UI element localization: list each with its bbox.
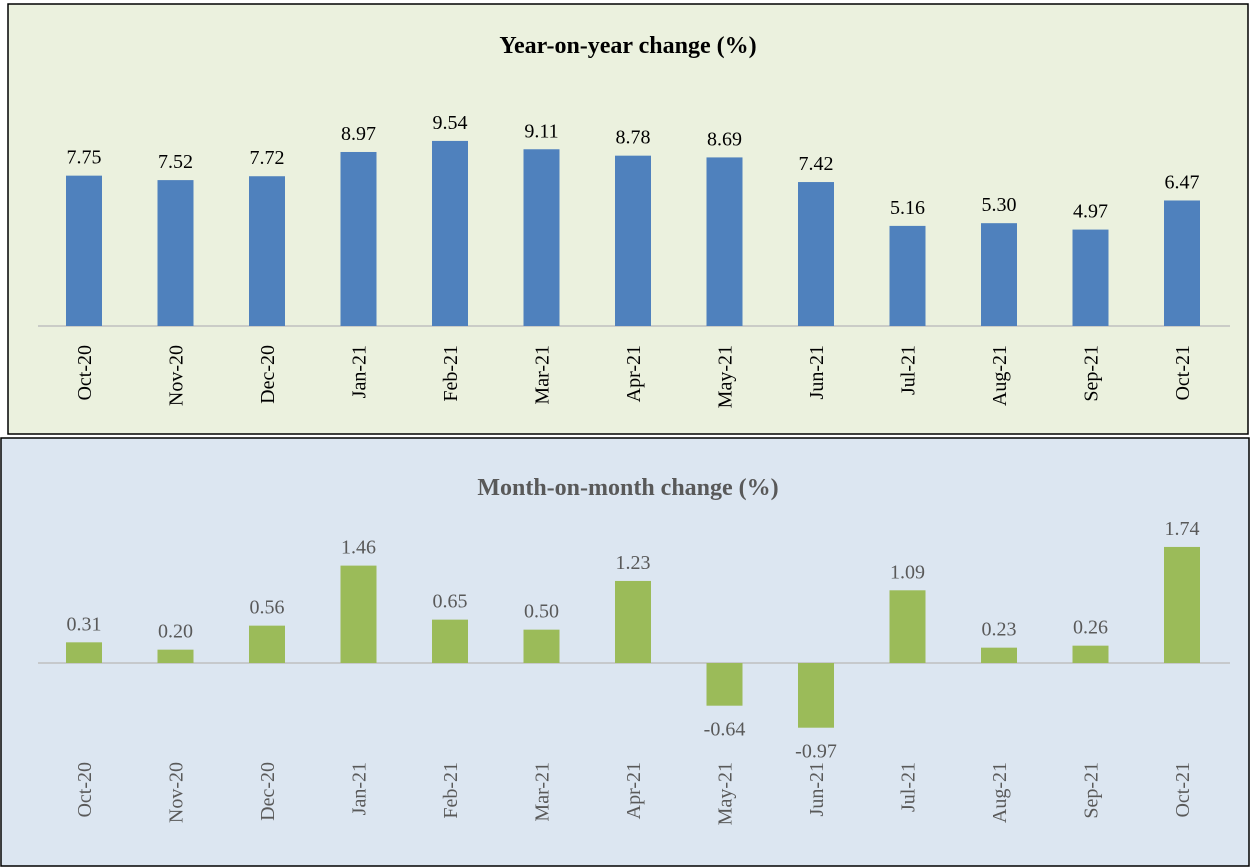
bar	[706, 663, 743, 706]
bar	[432, 619, 468, 663]
value-label: 0.20	[158, 621, 193, 643]
x-tick-label: Jul-21	[898, 762, 920, 812]
bar	[1072, 229, 1109, 326]
x-tick-label: Mar-21	[532, 345, 554, 405]
x-tick-label: May-21	[715, 762, 737, 825]
value-label: 0.26	[1073, 617, 1108, 639]
bar	[1164, 546, 1200, 663]
x-tick-label: Jan-21	[349, 345, 371, 398]
bar	[66, 642, 102, 663]
value-label: 8.78	[616, 127, 651, 149]
bar	[798, 663, 834, 728]
bar	[432, 140, 468, 326]
value-label: -0.64	[704, 719, 746, 741]
bar	[615, 155, 651, 326]
value-label: 5.16	[890, 197, 925, 219]
chart-title: Month-on-month change (%)	[477, 475, 778, 501]
bar	[340, 565, 377, 663]
value-label: 5.30	[982, 194, 1017, 216]
x-tick-label: Dec-20	[257, 762, 279, 821]
x-tick-label: Oct-20	[74, 762, 96, 818]
value-label: 7.72	[250, 147, 285, 169]
x-tick-label: Oct-21	[1172, 762, 1194, 818]
value-label: 6.47	[1165, 171, 1200, 193]
value-label: 7.42	[799, 153, 834, 175]
value-label: 9.11	[524, 120, 558, 142]
x-tick-label: Jun-21	[806, 762, 828, 816]
x-tick-label: Nov-20	[166, 345, 188, 406]
x-tick-label: Nov-20	[166, 762, 188, 823]
bar	[157, 180, 194, 326]
bar	[523, 629, 560, 663]
value-label: 1.09	[890, 561, 925, 583]
bar	[1164, 200, 1200, 326]
x-tick-label: Dec-20	[257, 345, 279, 404]
value-label: 0.50	[524, 601, 559, 623]
value-label: 8.69	[707, 128, 742, 150]
bar	[889, 590, 926, 663]
chart-title: Year-on-year change (%)	[499, 33, 756, 59]
x-tick-label: Sep-21	[1081, 762, 1103, 819]
x-tick-label: Jan-21	[349, 762, 371, 815]
value-label: -0.97	[795, 741, 837, 763]
value-label: 8.97	[341, 123, 376, 145]
x-tick-label: Apr-21	[623, 762, 645, 819]
bar	[157, 649, 194, 663]
value-label: 1.46	[341, 537, 376, 559]
x-tick-label: Mar-21	[532, 762, 554, 822]
bar	[798, 182, 834, 326]
bar	[981, 223, 1017, 326]
bar	[889, 225, 926, 326]
x-tick-label: Oct-20	[74, 345, 96, 401]
value-label: 0.65	[433, 591, 468, 613]
value-label: 0.31	[67, 613, 102, 635]
value-label: 0.56	[250, 597, 285, 619]
bar	[249, 625, 285, 663]
x-tick-label: Feb-21	[440, 762, 462, 819]
bar	[981, 647, 1017, 663]
value-label: 7.75	[67, 147, 102, 169]
value-label: 7.52	[158, 151, 193, 173]
x-tick-label: Jul-21	[898, 345, 920, 395]
bar	[1072, 645, 1109, 663]
x-tick-label: Apr-21	[623, 345, 645, 402]
value-label: 9.54	[433, 112, 468, 134]
bar	[706, 157, 743, 326]
x-tick-label: May-21	[715, 345, 737, 408]
bar	[615, 580, 651, 663]
bar	[523, 149, 560, 326]
bar	[340, 151, 377, 326]
x-tick-label: Oct-21	[1172, 345, 1194, 401]
value-label: 0.23	[982, 619, 1017, 641]
bar	[249, 176, 285, 326]
bar	[66, 175, 102, 326]
value-label: 4.97	[1073, 201, 1108, 223]
value-label: 1.23	[616, 552, 651, 574]
x-tick-label: Jun-21	[806, 345, 828, 399]
x-tick-label: Feb-21	[440, 345, 462, 402]
x-tick-label: Sep-21	[1081, 345, 1103, 402]
x-tick-label: Aug-21	[989, 762, 1011, 823]
value-label: 1.74	[1165, 518, 1200, 540]
x-tick-label: Aug-21	[989, 345, 1011, 406]
